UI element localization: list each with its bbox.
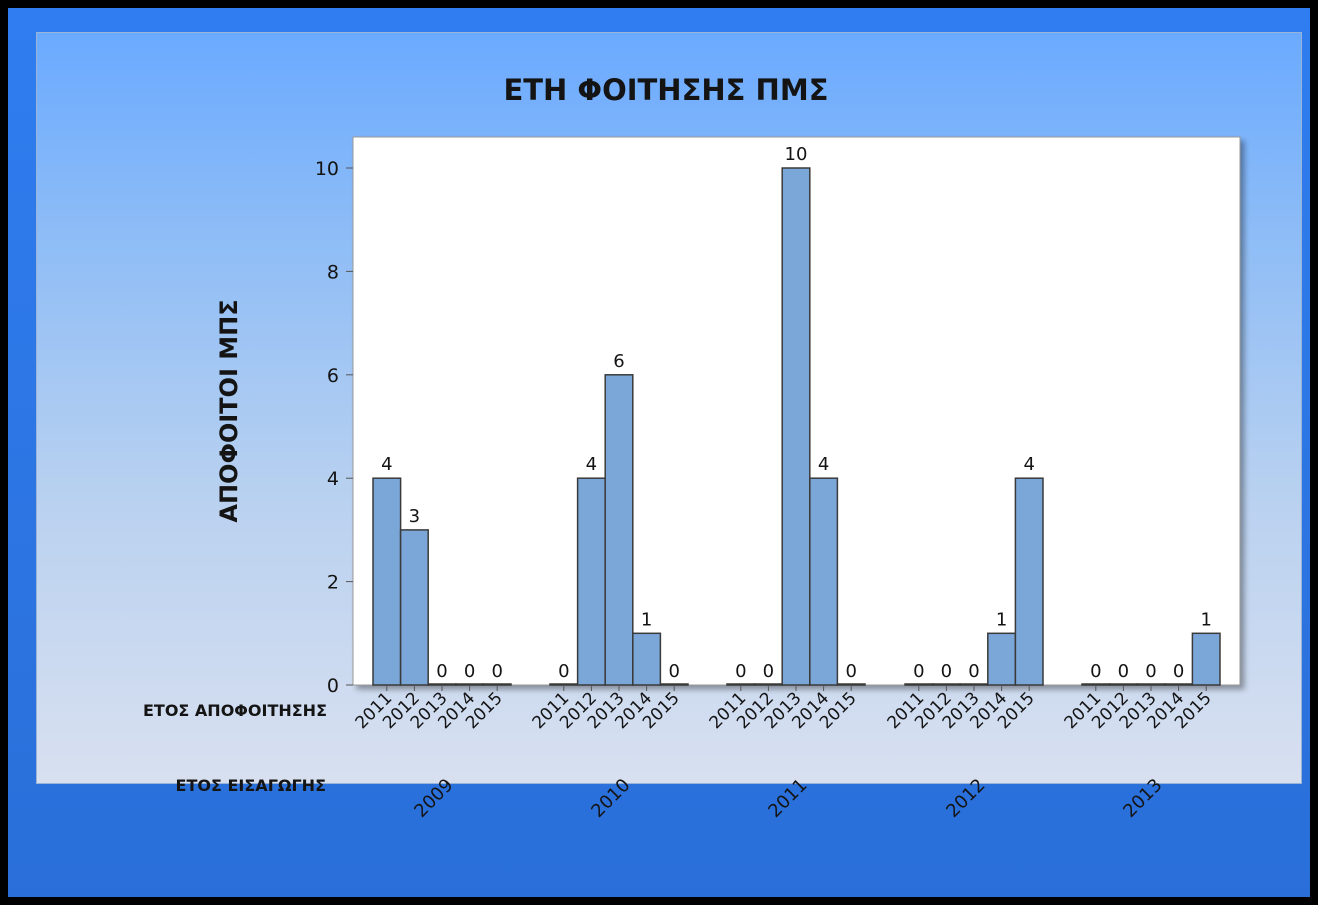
bar <box>427 683 457 686</box>
data-label: 0 <box>763 661 774 682</box>
bar <box>753 683 783 686</box>
bar <box>604 374 634 686</box>
data-label: 1 <box>996 609 1007 630</box>
bar <box>399 529 429 686</box>
data-label: 0 <box>558 661 569 682</box>
bar <box>931 683 961 686</box>
x-axis-outer-label: ΕΤΟΣ ΕΙΣΑΓΩΓΗΣ <box>176 776 326 795</box>
data-label: 0 <box>1118 661 1129 682</box>
bar <box>482 683 512 686</box>
bar <box>726 683 756 686</box>
data-label: 0 <box>668 661 679 682</box>
data-label: 0 <box>941 661 952 682</box>
bar <box>455 683 485 686</box>
bar <box>659 683 689 686</box>
y-axis-label: ΑΠΟΦΟΙΤΟΙ ΜΠΣ <box>215 299 243 522</box>
group-label: 2011 <box>764 775 811 822</box>
x-axis-inner-label: ΕΤΟΣ ΑΠΟΦΟΙΤΗΣΗΣ <box>143 701 327 720</box>
data-label: 0 <box>845 661 856 682</box>
group-label: 2010 <box>587 775 634 822</box>
bar <box>1164 683 1194 686</box>
bar <box>1108 683 1138 686</box>
bar <box>904 683 934 686</box>
bar <box>959 683 989 686</box>
data-label: 4 <box>1023 454 1034 475</box>
group-label: 2013 <box>1119 775 1166 822</box>
y-tick-label: 4 <box>327 468 339 490</box>
data-label: 1 <box>1200 609 1211 630</box>
data-label: 0 <box>464 661 475 682</box>
data-label: 4 <box>381 454 392 475</box>
y-tick-label: 0 <box>327 675 339 697</box>
bar <box>372 477 402 686</box>
bar <box>632 632 662 686</box>
data-label: 0 <box>1173 661 1184 682</box>
data-label: 0 <box>491 661 502 682</box>
data-label: 0 <box>968 661 979 682</box>
bar <box>1081 683 1111 686</box>
bar <box>1136 683 1166 686</box>
data-label: 10 <box>785 144 808 165</box>
data-label: 0 <box>735 661 746 682</box>
y-tick-label: 10 <box>315 158 339 180</box>
data-label: 4 <box>818 454 829 475</box>
data-label: 6 <box>613 351 624 372</box>
data-label: 0 <box>1090 661 1101 682</box>
bar <box>576 477 606 686</box>
bar <box>987 632 1017 686</box>
data-label: 0 <box>913 661 924 682</box>
data-label: 4 <box>586 454 597 475</box>
bar <box>809 477 839 686</box>
group-label: 2009 <box>410 775 457 822</box>
data-label: 3 <box>409 506 420 527</box>
bar <box>1191 632 1221 686</box>
bar <box>781 167 811 686</box>
data-label: 0 <box>1145 661 1156 682</box>
bar <box>1014 477 1044 686</box>
data-label: 0 <box>436 661 447 682</box>
group-label: 2012 <box>942 775 989 822</box>
bar <box>549 683 579 686</box>
chart-title: ΕΤΗ ΦΟΙΤΗΣΗΣ ΠΜΣ <box>503 73 828 107</box>
y-tick-label: 8 <box>327 261 339 283</box>
bar <box>836 683 866 686</box>
y-tick-label: 2 <box>327 572 339 594</box>
y-tick-label: 6 <box>327 365 339 387</box>
data-label: 1 <box>641 609 652 630</box>
